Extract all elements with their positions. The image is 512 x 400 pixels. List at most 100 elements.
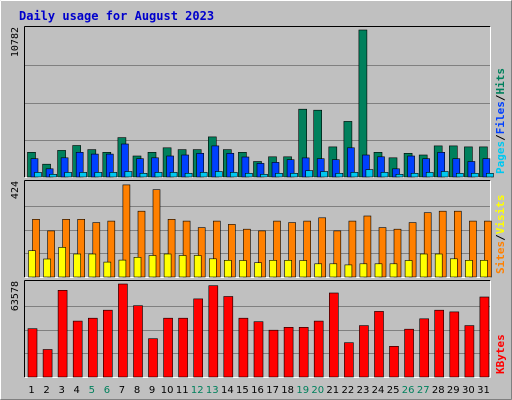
bar-visits-day-27 [419, 253, 428, 278]
bar-visits-day-22 [344, 264, 353, 278]
legend-item-hits: Hits [494, 68, 507, 95]
y-max-label: 424 [10, 181, 21, 199]
bar-sites-day-29 [453, 210, 462, 278]
bar-kbytes-day-7 [118, 283, 128, 378]
bar-kbytes-day-3 [57, 289, 68, 378]
bar-visits-day-2 [43, 258, 51, 278]
legend-item-kbytes: KBytes [494, 334, 507, 374]
day-label-22: 22 [342, 385, 355, 396]
day-label-9: 9 [149, 385, 155, 396]
bar-kbytes-day-16 [253, 321, 264, 378]
day-label-27: 27 [417, 385, 430, 396]
bar-pages-day-3 [64, 172, 72, 178]
bar-kbytes-day-28 [434, 309, 445, 378]
bar-sites-day-16 [258, 230, 266, 278]
bar-pages-day-11 [184, 173, 193, 178]
bar-sites-day-22 [348, 220, 357, 278]
day-label-20: 20 [311, 385, 324, 396]
bar-pages-day-21 [335, 173, 344, 178]
bar-sites-day-19 [303, 220, 312, 278]
day-label-4: 4 [74, 385, 80, 396]
bar-pages-day-20 [320, 171, 329, 178]
bar-visits-day-26 [404, 260, 413, 278]
bar-sites-day-4 [77, 219, 85, 278]
panel-visits-sites: 424 Sites/Visits [10, 180, 507, 278]
bar-pages-day-4 [79, 172, 87, 178]
bar-visits-day-12 [193, 255, 202, 278]
day-label-16: 16 [251, 385, 264, 396]
bar-kbytes-day-17 [268, 329, 279, 378]
bar-visits-day-24 [374, 263, 383, 278]
y-max-label: 63578 [10, 281, 21, 311]
bar-pages-day-1 [34, 172, 42, 178]
bar-kbytes-day-26 [404, 328, 414, 378]
bar-visits-day-13 [209, 258, 217, 278]
bar-visits-day-1 [28, 250, 36, 278]
bar-sites-day-25 [393, 228, 402, 278]
bar-kbytes-day-19 [298, 326, 309, 378]
day-label-7: 7 [119, 385, 125, 396]
bar-pages-day-2 [49, 174, 57, 178]
bar-kbytes-day-10 [163, 317, 173, 378]
bar-pages-day-13 [215, 171, 223, 178]
bar-visits-day-16 [254, 262, 262, 278]
legend-item-sites: Sites [494, 241, 507, 274]
day-label-13: 13 [206, 385, 219, 396]
day-label-31: 31 [477, 385, 490, 396]
bar-pages-day-30 [471, 173, 479, 178]
bar-kbytes-day-30 [464, 325, 475, 378]
bar-sites-day-9 [152, 189, 161, 278]
bar-pages-day-18 [290, 173, 298, 178]
day-label-3: 3 [59, 385, 65, 396]
bar-pages-day-22 [350, 172, 359, 178]
bar-sites-day-30 [469, 220, 477, 278]
legend-separator: / [494, 134, 507, 141]
day-label-25: 25 [387, 385, 400, 396]
bar-kbytes-day-1 [27, 328, 38, 378]
day-label-19: 19 [296, 385, 309, 396]
legend-hits-files-pages: Pages/Files/Hits [494, 68, 507, 174]
day-label-2: 2 [43, 385, 49, 396]
bar-pages-day-5 [94, 172, 103, 178]
bar-visits-day-20 [314, 263, 323, 278]
bar-visits-day-10 [163, 253, 172, 278]
bar-visits-day-25 [389, 263, 398, 278]
bar-pages-day-12 [199, 172, 208, 178]
bar-sites-day-28 [438, 210, 447, 278]
bar-kbytes-day-20 [313, 320, 324, 378]
day-label-12: 12 [191, 385, 204, 396]
bar-pages-day-26 [410, 173, 419, 178]
day-label-17: 17 [266, 385, 279, 396]
bar-kbytes-day-4 [72, 320, 83, 378]
bar-sites-day-2 [47, 230, 55, 278]
bar-pages-day-31 [486, 173, 494, 178]
bar-visits-day-28 [434, 253, 443, 278]
day-label-11: 11 [176, 385, 189, 396]
bar-kbytes-day-6 [103, 309, 113, 378]
bar-pages-day-25 [395, 174, 404, 178]
bar-kbytes-day-29 [449, 311, 460, 378]
bar-kbytes-day-23 [359, 325, 369, 378]
bar-pages-day-17 [275, 173, 283, 178]
bar-visits-day-11 [178, 255, 187, 278]
day-label-5: 5 [89, 385, 95, 396]
bar-visits-day-14 [224, 259, 232, 278]
legend-item-visits: Visits [494, 195, 507, 235]
bar-sites-day-13 [213, 220, 221, 278]
bar-kbytes-day-2 [42, 349, 53, 378]
bar-pages-day-10 [169, 172, 178, 178]
bar-sites-day-1 [32, 219, 40, 278]
day-label-23: 23 [357, 385, 370, 396]
day-label-21: 21 [326, 385, 339, 396]
bar-kbytes-day-21 [328, 292, 339, 378]
y-max-label: 10782 [10, 27, 21, 57]
bar-kbytes-day-14 [223, 296, 234, 378]
bar-visits-day-18 [284, 259, 292, 278]
bar-kbytes-day-12 [193, 298, 203, 378]
bar-sites-day-23 [363, 215, 372, 278]
bar-visits-day-19 [299, 260, 308, 278]
bar-pages-day-24 [380, 172, 389, 178]
bar-visits-day-23 [359, 263, 368, 278]
bar-kbytes-day-24 [374, 311, 384, 378]
